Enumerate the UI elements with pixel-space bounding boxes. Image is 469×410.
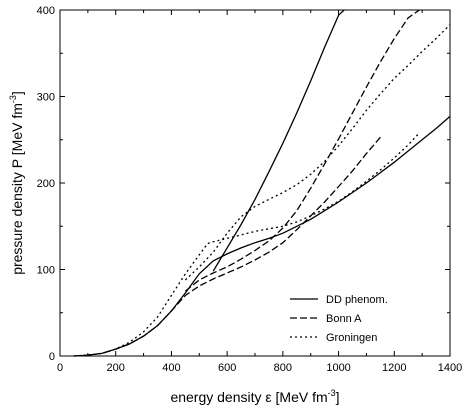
tick-labels: 0 200 400 600 800 1000 1200 1400 0 100 200 300 400 xyxy=(37,5,463,374)
series-line-dashed xyxy=(73,136,381,357)
y-axis-title: pressure density P [MeV fm-3] xyxy=(8,91,25,275)
series-line-dashed xyxy=(184,9,420,292)
series-line-dotted xyxy=(73,132,420,357)
legend-label: Bonn A xyxy=(326,313,362,325)
plot-frame xyxy=(59,9,451,357)
y-tick-label: 300 xyxy=(37,92,55,104)
x-tick-label: 800 xyxy=(274,362,292,374)
x-tick-label: 1000 xyxy=(326,362,350,374)
series-line-solid xyxy=(73,115,451,357)
legend-label: DD phenom. xyxy=(326,294,388,306)
x-tick-label: 0 xyxy=(57,362,63,374)
x-tick-label: 400 xyxy=(162,362,180,374)
legend-label: Groningen xyxy=(326,332,377,344)
y-tick-label: 100 xyxy=(37,265,55,277)
x-tick-label: 1400 xyxy=(438,362,462,374)
series-line-solid xyxy=(212,9,345,272)
y-tick-label: 0 xyxy=(49,351,55,363)
x-tick-label: 1200 xyxy=(382,362,406,374)
y-tick-label: 200 xyxy=(37,178,55,190)
x-tick-label: 600 xyxy=(218,362,236,374)
y-tick-label: 400 xyxy=(37,5,55,17)
ticks xyxy=(59,9,451,357)
data-lines xyxy=(73,9,451,357)
legend: DD phenom. Bonn A Groningen xyxy=(290,294,388,344)
x-tick-label: 200 xyxy=(107,362,125,374)
x-axis-title: energy density ε [MeV fm-3] xyxy=(170,388,339,405)
series-line-dotted xyxy=(184,24,451,281)
